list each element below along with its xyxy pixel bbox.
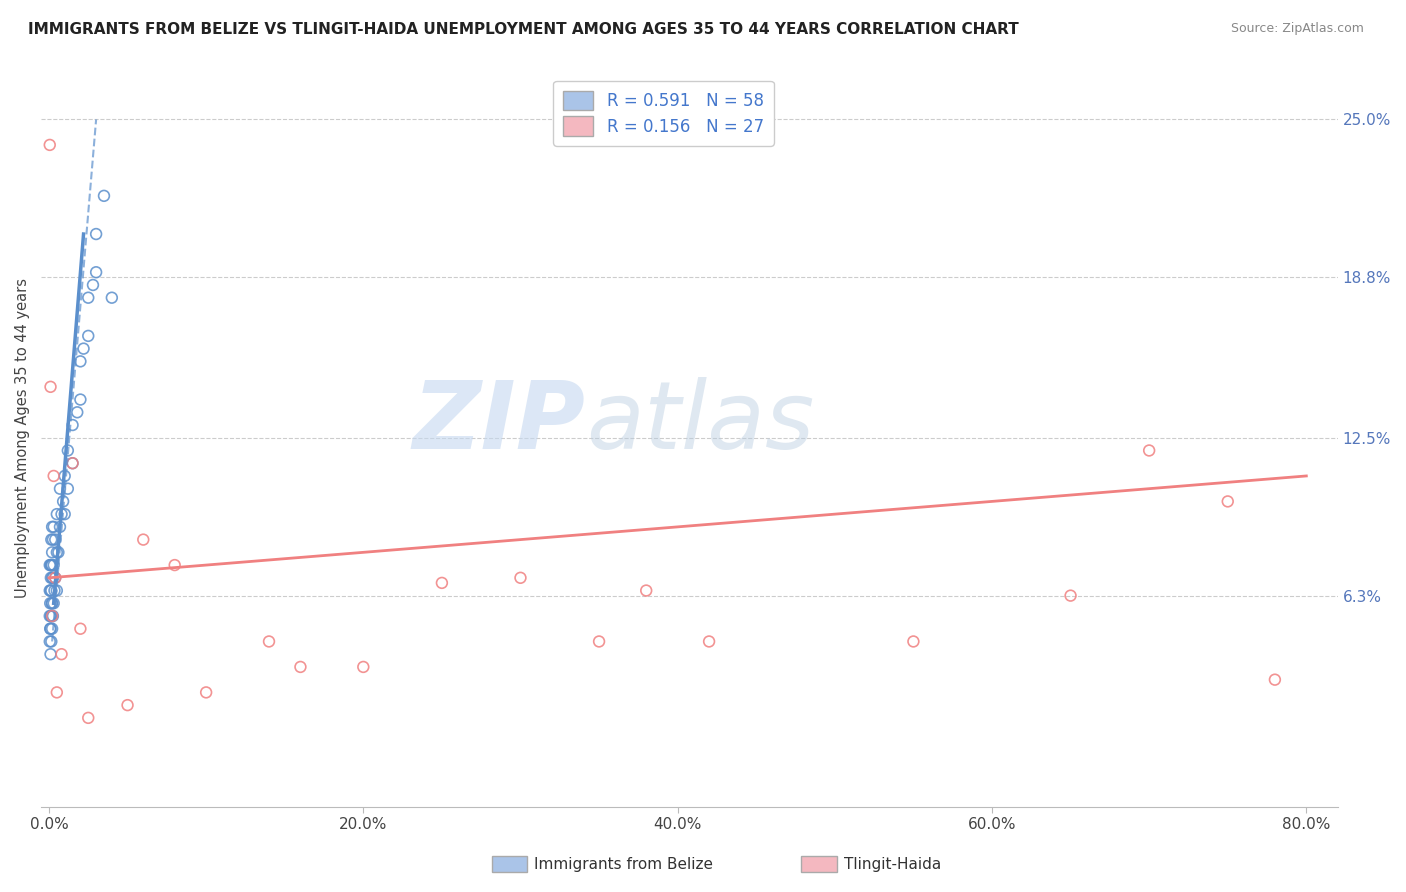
Point — [101, 291, 124, 305]
Point — [45, 545, 67, 559]
Point — [41, 609, 63, 624]
Text: Tlingit-Haida: Tlingit-Haida — [844, 857, 941, 871]
Point — [39, 647, 62, 661]
Point — [38, 558, 60, 572]
Point — [69, 392, 91, 407]
Point — [41, 558, 63, 572]
Point — [48, 545, 70, 559]
Point — [52, 494, 75, 508]
Point — [44, 571, 66, 585]
Point — [41, 558, 63, 572]
Point — [45, 583, 67, 598]
Text: Immigrants from Belize: Immigrants from Belize — [534, 857, 713, 871]
Point — [257, 634, 280, 648]
Point — [41, 596, 63, 610]
Point — [44, 571, 66, 585]
Point — [77, 711, 100, 725]
Point — [82, 277, 104, 292]
Text: IMMIGRANTS FROM BELIZE VS TLINGIT-HAIDA UNEMPLOYMENT AMONG AGES 35 TO 44 YEARS C: IMMIGRANTS FROM BELIZE VS TLINGIT-HAIDA … — [28, 22, 1019, 37]
Point — [42, 609, 65, 624]
Point — [509, 571, 531, 585]
Point — [1216, 494, 1239, 508]
Point — [45, 507, 67, 521]
Point — [41, 609, 63, 624]
Point — [39, 583, 62, 598]
Point — [62, 456, 84, 470]
Point — [39, 380, 62, 394]
Point — [903, 634, 925, 648]
Point — [39, 596, 62, 610]
Text: ZIP: ZIP — [413, 377, 586, 469]
Point — [69, 622, 91, 636]
Point — [84, 265, 107, 279]
Point — [51, 647, 73, 661]
Point — [38, 634, 60, 648]
Point — [51, 507, 73, 521]
Point — [697, 634, 720, 648]
Point — [44, 583, 66, 598]
Text: atlas: atlas — [586, 377, 814, 468]
Point — [41, 545, 63, 559]
Point — [45, 685, 67, 699]
Point — [41, 520, 63, 534]
Point — [163, 558, 186, 572]
Point — [41, 596, 63, 610]
Point — [39, 571, 62, 585]
Point — [69, 354, 91, 368]
Point — [44, 533, 66, 547]
Point — [84, 227, 107, 241]
Point — [195, 685, 218, 699]
Point — [41, 583, 63, 598]
Point — [39, 609, 62, 624]
Point — [42, 520, 65, 534]
Point — [42, 571, 65, 585]
Point — [42, 469, 65, 483]
Point — [38, 609, 60, 624]
Point — [352, 660, 374, 674]
Point — [77, 291, 100, 305]
Point — [38, 137, 60, 152]
Point — [42, 596, 65, 610]
Text: Source: ZipAtlas.com: Source: ZipAtlas.com — [1230, 22, 1364, 36]
Point — [93, 189, 115, 203]
Point — [39, 622, 62, 636]
Point — [636, 583, 658, 598]
Point — [1137, 443, 1160, 458]
Point — [117, 698, 139, 713]
Point — [290, 660, 312, 674]
Point — [42, 558, 65, 572]
Point — [66, 405, 89, 419]
Point — [1059, 589, 1081, 603]
Point — [588, 634, 610, 648]
Point — [41, 533, 63, 547]
Point — [49, 482, 72, 496]
Point — [41, 622, 63, 636]
Point — [41, 634, 63, 648]
Point — [41, 571, 63, 585]
Point — [56, 443, 79, 458]
Point — [1264, 673, 1286, 687]
Point — [430, 575, 453, 590]
Point — [132, 533, 155, 547]
Point — [53, 469, 76, 483]
Legend: R = 0.591   N = 58, R = 0.156   N = 27: R = 0.591 N = 58, R = 0.156 N = 27 — [554, 80, 773, 145]
Point — [77, 329, 100, 343]
Y-axis label: Unemployment Among Ages 35 to 44 years: Unemployment Among Ages 35 to 44 years — [15, 277, 30, 598]
Point — [38, 583, 60, 598]
Point — [39, 558, 62, 572]
Point — [56, 482, 79, 496]
Point — [42, 533, 65, 547]
Point — [53, 507, 76, 521]
Point — [39, 622, 62, 636]
Point — [62, 417, 84, 432]
Point — [49, 520, 72, 534]
Point — [72, 342, 94, 356]
Point — [62, 456, 84, 470]
